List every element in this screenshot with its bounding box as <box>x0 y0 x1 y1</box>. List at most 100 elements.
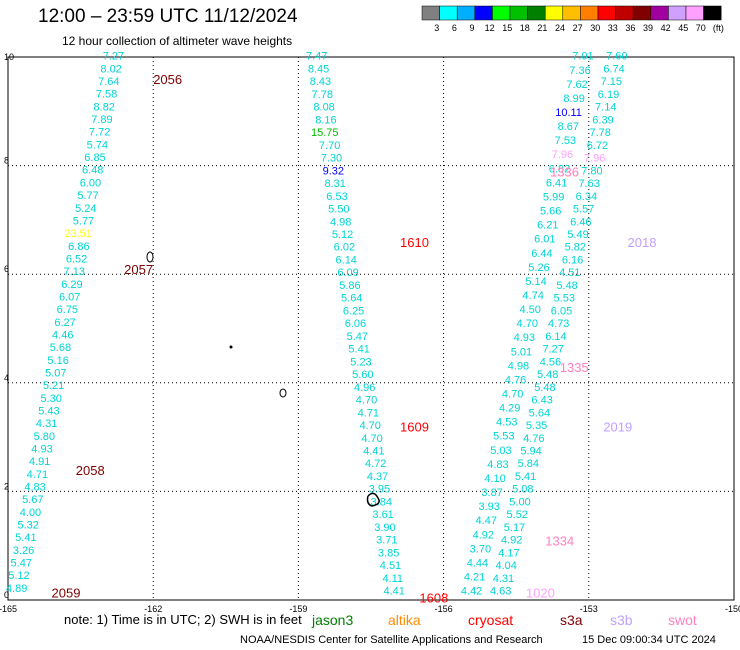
colorbar-swatch <box>703 5 722 21</box>
wave-height-label: 5.26 <box>528 262 549 274</box>
wave-height-label: 7.80 <box>581 165 602 177</box>
colorbar-swatch <box>685 5 704 21</box>
wave-height-label: 3.85 <box>378 547 399 559</box>
wave-height-label: 4.56 <box>540 356 561 368</box>
wave-height-label: 4.53 <box>496 417 517 429</box>
colorbar-label: 45 <box>678 23 688 33</box>
wave-height-label: 4.72 <box>365 458 386 470</box>
wave-height-label: 7.62 <box>566 79 587 91</box>
wave-height-label: 15.75 <box>311 127 339 139</box>
wave-height-label: 6.19 <box>598 89 619 101</box>
time-label: 1609 <box>400 420 429 435</box>
colorbar-swatch <box>632 5 652 21</box>
time-label: 1334 <box>545 534 574 549</box>
wave-height-label: 6.86 <box>68 241 89 253</box>
wave-height-label: 6.14 <box>336 254 357 266</box>
wave-height-label: 5.12 <box>8 570 29 582</box>
wave-height-label: 4.91 <box>29 456 50 468</box>
wave-height-label: 4.17 <box>498 547 519 559</box>
wave-height-label: 5.41 <box>15 532 36 544</box>
wave-height-label: 4.29 <box>499 403 520 415</box>
time-label: 1608 <box>419 591 448 606</box>
x-tick-label: -165 <box>0 604 17 614</box>
credit-text: NOAA/NESDIS Center for Satellite Applica… <box>240 634 543 646</box>
wave-height-label: 5.30 <box>41 393 62 405</box>
wave-height-label: 4.89 <box>6 583 27 595</box>
chart-subtitle: 12 hour collection of altimeter wave hei… <box>62 34 293 48</box>
wave-height-label: 4.98 <box>330 216 351 228</box>
colorbar-label: 15 <box>502 23 512 33</box>
wave-height-label: 9.32 <box>323 165 344 177</box>
wave-height-label: 5.47 <box>11 558 32 570</box>
wave-height-label: 4.70 <box>517 318 538 330</box>
island-shape <box>366 492 380 507</box>
wave-height-label: 7.96 <box>584 153 605 165</box>
wave-height-label: 5.60 <box>352 369 373 381</box>
wave-height-label: 4.37 <box>367 471 388 483</box>
wave-height-label: 5.41 <box>348 344 369 356</box>
wave-height-label: 7.14 <box>595 102 616 114</box>
colorbar-swatch <box>421 5 440 21</box>
wave-height-label: 6.72 <box>587 140 608 152</box>
wave-height-label: 5.43 <box>38 405 59 417</box>
wave-height-label: 8.02 <box>100 63 121 75</box>
colorbar-label: 70 <box>696 23 706 33</box>
wave-height-label: 7.01 <box>572 51 593 63</box>
wave-height-label: 4.47 <box>476 515 497 527</box>
colorbar-label: (ft) <box>713 23 724 33</box>
wave-height-label: 6.43 <box>531 395 552 407</box>
time-label: 2019 <box>603 420 632 435</box>
wave-height-label: 4.51 <box>559 267 580 279</box>
wave-height-label: 3.93 <box>478 501 499 513</box>
wave-height-label: 4.46 <box>52 329 73 341</box>
wave-height-label: 7.47 <box>306 51 327 63</box>
wave-height-label: 5.86 <box>339 280 360 292</box>
wave-height-label: 5.48 <box>556 280 577 292</box>
wave-height-label: 5.66 <box>540 206 561 218</box>
wave-height-label: 5.99 <box>543 191 564 203</box>
wave-height-label: 7.30 <box>321 153 342 165</box>
colorbar-swatch <box>527 5 546 21</box>
wave-height-label: 5.53 <box>493 431 514 443</box>
wave-height-label: 6.48 <box>82 165 103 177</box>
time-label: 1020 <box>526 585 555 600</box>
wave-height-label: 4.44 <box>467 557 488 569</box>
wave-height-label: 6.07 <box>59 291 80 303</box>
time-label: 2058 <box>76 463 105 478</box>
wave-height-label: 5.84 <box>518 458 539 470</box>
time-label: 1610 <box>400 235 429 250</box>
wave-height-label: 4.98 <box>508 360 529 372</box>
wave-height-label: 4.41 <box>363 445 384 457</box>
wave-height-label: 6.00 <box>80 177 101 189</box>
wave-height-label: 6.41 <box>546 177 567 189</box>
wave-height-label: 5.68 <box>50 342 71 354</box>
wave-height-label: 4.92 <box>501 535 522 547</box>
wave-height-label: 7.36 <box>569 65 590 77</box>
satellite-legend-jason3: jason3 <box>312 612 354 628</box>
wave-height-label: 7.53 <box>555 135 576 147</box>
wave-height-label: 6.02 <box>334 242 355 254</box>
wave-height-label: 8.45 <box>308 63 329 75</box>
wave-height-label: 5.48 <box>534 382 555 394</box>
wave-height-label: 4.92 <box>473 529 494 541</box>
time-label: 1336 <box>550 164 579 179</box>
wave-height-label: 6.44 <box>531 248 552 260</box>
wave-height-label: 4.70 <box>361 433 382 445</box>
wave-height-label: 8.43 <box>310 76 331 88</box>
y-tick-label: 8 <box>4 156 9 166</box>
wave-height-label: 5.67 <box>22 494 43 506</box>
wave-height-label: 4.10 <box>484 473 505 485</box>
wave-height-label: 4.83 <box>24 481 45 493</box>
wave-height-label: 3.70 <box>470 543 491 555</box>
colorbar-swatch <box>580 5 599 21</box>
wave-height-label: 8.16 <box>315 114 336 126</box>
wave-height-label: 5.64 <box>341 293 362 305</box>
colorbar-label: 39 <box>643 23 653 33</box>
x-tick-label: -159 <box>289 604 307 614</box>
wave-height-label: 4.71 <box>27 469 48 481</box>
x-tick-label: -162 <box>144 604 162 614</box>
wave-height-label: 7.63 <box>578 178 599 190</box>
satellite-legend-cryosat: cryosat <box>468 612 514 628</box>
wave-height-label: 4.11 <box>382 573 403 585</box>
island-shape <box>146 251 154 263</box>
